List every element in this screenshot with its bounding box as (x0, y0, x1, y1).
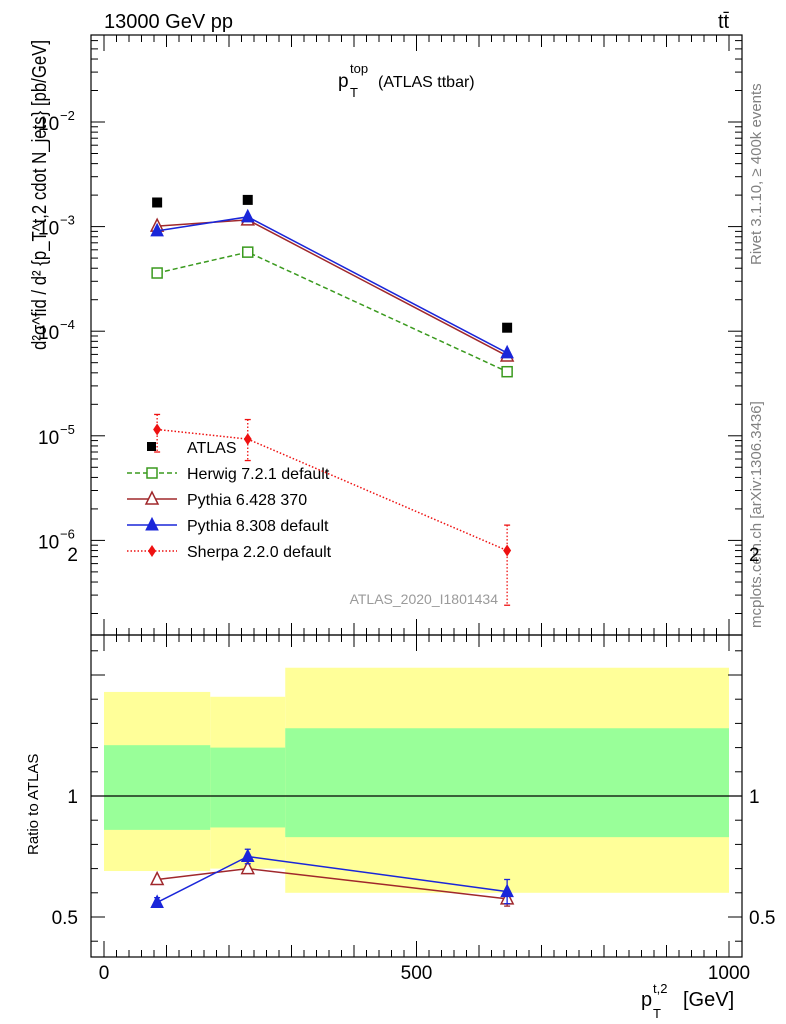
main-series-atlas (152, 194, 513, 333)
legend-marker-pythia8 (145, 516, 159, 531)
ratio-y-axis-title: Ratio to ATLAS (25, 754, 42, 855)
main-y-tick-exponent: −2 (60, 108, 75, 123)
x-tick-label: 1000 (708, 963, 750, 984)
energy-label: 13000 GeV pp (104, 11, 233, 33)
main-y-tick-label: 10 (38, 532, 59, 553)
ratio-point (150, 894, 164, 908)
main-y-tick-label: 10 (38, 219, 59, 240)
data-point (501, 365, 513, 378)
process-label: tt̄ (718, 11, 730, 33)
data-point (150, 222, 164, 237)
legend-label-pythia6: Pythia 6.428 370 (187, 492, 307, 509)
ratio-band-green-0 (104, 745, 211, 830)
main-y-tick-label: 10 (38, 323, 59, 344)
legend-label-pythia8: Pythia 8.308 default (187, 518, 329, 535)
x-axis-title-sub: T (653, 1006, 661, 1021)
main-series-pythia-6-428-370 (149, 211, 515, 362)
legend-marker-sherpa (148, 545, 156, 557)
data-point (151, 267, 163, 279)
main-y-tick-exponent: −6 (60, 526, 75, 541)
legend: ATLAS Herwig 7.2.1 default Pythia 6.428 … (127, 440, 332, 561)
main-y-tick-exponent: −3 (60, 213, 75, 228)
ratio-y-tick-label-right: 1 (749, 787, 760, 808)
x-tick-label: 500 (401, 963, 433, 984)
ratio-series-pythia-8-308-default (150, 848, 514, 908)
ratio-band-green-2 (285, 728, 729, 838)
ratio-y-tick-label-right: 2 (749, 545, 760, 566)
data-point (153, 423, 162, 436)
legend-label-sherpa: Sherpa 2.2.0 default (187, 544, 332, 561)
legend-label-atlas: ATLAS (187, 440, 237, 457)
legend-marker-pythia6 (144, 490, 160, 505)
ratio-point (240, 848, 255, 862)
title-rest: (ATLAS ttbar) (378, 74, 475, 91)
legend-marker-herwig (146, 467, 158, 479)
main-y-tick-exponent: −5 (60, 422, 75, 437)
legend-item-pythia8: Pythia 8.308 default (127, 516, 329, 535)
main-y-tick-label: 10 (38, 428, 59, 449)
data-point (242, 246, 254, 258)
x-axis-title-unit: [GeV] (683, 989, 734, 1011)
data-point (500, 344, 514, 359)
main-series-pythia-8-308-default (150, 208, 514, 359)
data-point (240, 208, 255, 223)
main-y-tick-exponent: −4 (60, 317, 75, 332)
title-main: p (338, 71, 349, 92)
x-tick-label: 0 (99, 963, 110, 984)
legend-item-atlas: ATLAS (147, 440, 237, 457)
legend-item-pythia6: Pythia 6.428 370 (127, 490, 307, 509)
analysis-watermark: ATLAS_2020_I1801434 (350, 591, 499, 607)
series-line (157, 219, 508, 357)
series-line (157, 216, 508, 354)
data-point (503, 544, 512, 557)
ratio-point (240, 859, 255, 875)
x-axis-title: p t,2 T [GeV] (641, 981, 734, 1021)
ratio-y-tick-label-right: 0.5 (749, 908, 775, 929)
main-series-herwig-7-2-1-default (151, 246, 513, 378)
plot-title: p top T (ATLAS ttbar) (338, 61, 475, 100)
x-axis-title-main: p (641, 989, 652, 1011)
rivet-version-label: Rivet 3.1.10, ≥ 400k events (748, 83, 765, 265)
ratio-point (149, 870, 165, 886)
title-sup: top (350, 61, 368, 76)
ratio-y-tick-label: 0.5 (52, 908, 78, 929)
x-axis-title-sup: t,2 (653, 981, 667, 996)
legend-item-sherpa: Sherpa 2.2.0 default (127, 544, 332, 561)
mcplots-label: mcplots.cern.ch [arXiv:1306.3436] (748, 401, 765, 628)
ratio-y-tick-label: 1 (67, 787, 78, 808)
data-point (242, 194, 253, 205)
data-point (243, 433, 252, 446)
ratio-band-green-1 (210, 747, 286, 828)
legend-label-herwig: Herwig 7.2.1 default (187, 466, 330, 483)
legend-item-herwig: Herwig 7.2.1 default (127, 466, 330, 483)
data-point (502, 322, 513, 333)
title-sub: T (350, 85, 358, 100)
data-point (152, 197, 163, 208)
main-y-axis-title-text: d²σ^fid / d² {p_T^t,2 cdot N_jets} [pb/G… (29, 40, 51, 350)
main-series-sherpa-2-2-0-default (153, 413, 512, 606)
ratio-point (500, 883, 514, 898)
main-y-axis-title: d²σ^fid / d² {p_T^t,2 cdot N_jets} [pb/G… (29, 40, 51, 350)
ratio-y-tick-label: 2 (67, 545, 78, 566)
legend-marker-atlas (147, 442, 156, 451)
series-line (156, 251, 508, 373)
main-y-tick-label: 10 (38, 114, 59, 135)
